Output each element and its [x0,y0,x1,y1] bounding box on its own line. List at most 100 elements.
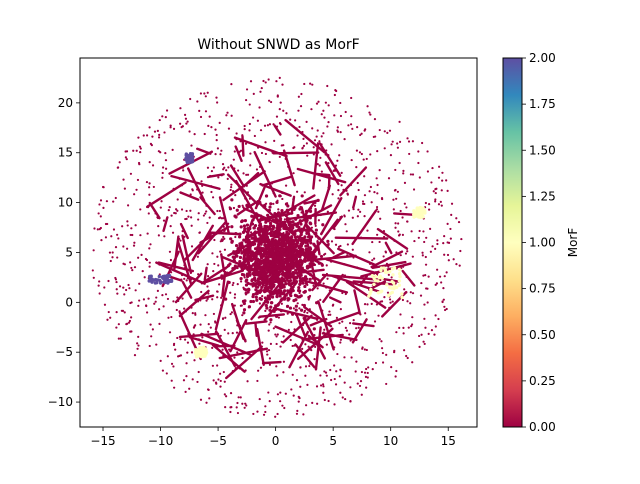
point [361,348,363,350]
point [272,203,274,205]
point [383,296,385,298]
point [213,379,215,381]
point [309,278,312,281]
point [230,186,232,188]
point [207,92,209,94]
point [245,292,248,295]
point [198,343,200,345]
point [393,351,395,353]
point [163,131,165,133]
point [104,304,106,306]
point [252,413,254,415]
point [138,283,140,285]
point [390,366,392,368]
point [148,182,150,184]
point [297,302,299,304]
point [439,276,441,278]
point [148,194,150,196]
point-streak [209,174,223,176]
point [204,314,206,316]
point [116,288,118,290]
point [332,304,334,306]
point [219,153,221,155]
point [207,125,209,127]
point [152,164,154,166]
point-streak [150,203,160,218]
point [301,282,304,285]
point [140,254,142,256]
point [422,230,424,232]
point [134,354,136,356]
colorbar-label: MorF [566,228,580,258]
point [100,215,102,217]
point [425,264,427,266]
point [134,266,136,268]
point [413,240,415,242]
point [309,222,312,225]
point [399,313,401,315]
point [181,297,183,299]
point [144,276,146,278]
point [229,207,232,210]
point [191,245,193,247]
point [165,116,167,118]
point-streak [255,323,256,335]
point [243,224,246,227]
point [392,281,395,284]
point [137,344,139,346]
point [435,192,437,194]
point [182,169,184,171]
point [157,225,159,227]
point [146,181,148,183]
point [286,305,289,308]
point [189,210,191,212]
point [267,391,269,393]
x-tick-label: 10 [383,434,398,448]
point [421,142,423,144]
point [346,330,348,332]
point [194,324,196,326]
point [300,105,302,107]
point [275,80,277,82]
point [119,161,121,163]
point [358,189,360,191]
point [237,283,239,285]
point [380,266,383,269]
point [115,246,117,248]
point [160,360,162,362]
point [256,380,258,382]
point [220,380,222,382]
y-tick-label: −10 [48,395,73,409]
point [348,209,350,211]
point [199,324,201,326]
point [420,282,422,284]
point [119,285,121,287]
point [314,139,316,141]
point [274,333,276,335]
y-tick-label: 10 [58,196,73,210]
point [277,208,279,210]
point [139,234,141,236]
point-streak [216,282,228,329]
point [131,234,133,236]
point [253,93,255,95]
point [446,271,448,273]
point [108,311,110,313]
point [211,170,213,172]
point [266,350,268,352]
point [264,405,266,407]
point [126,220,128,222]
point [298,126,300,128]
point [93,227,95,229]
point [148,186,150,188]
point [318,140,320,142]
point [281,83,283,85]
point [412,213,415,216]
point [170,316,172,318]
point [259,302,261,304]
point [326,264,328,266]
point [98,285,100,287]
colorbar-tick-label: 0.25 [529,374,556,388]
point [149,345,151,347]
point [244,219,247,222]
